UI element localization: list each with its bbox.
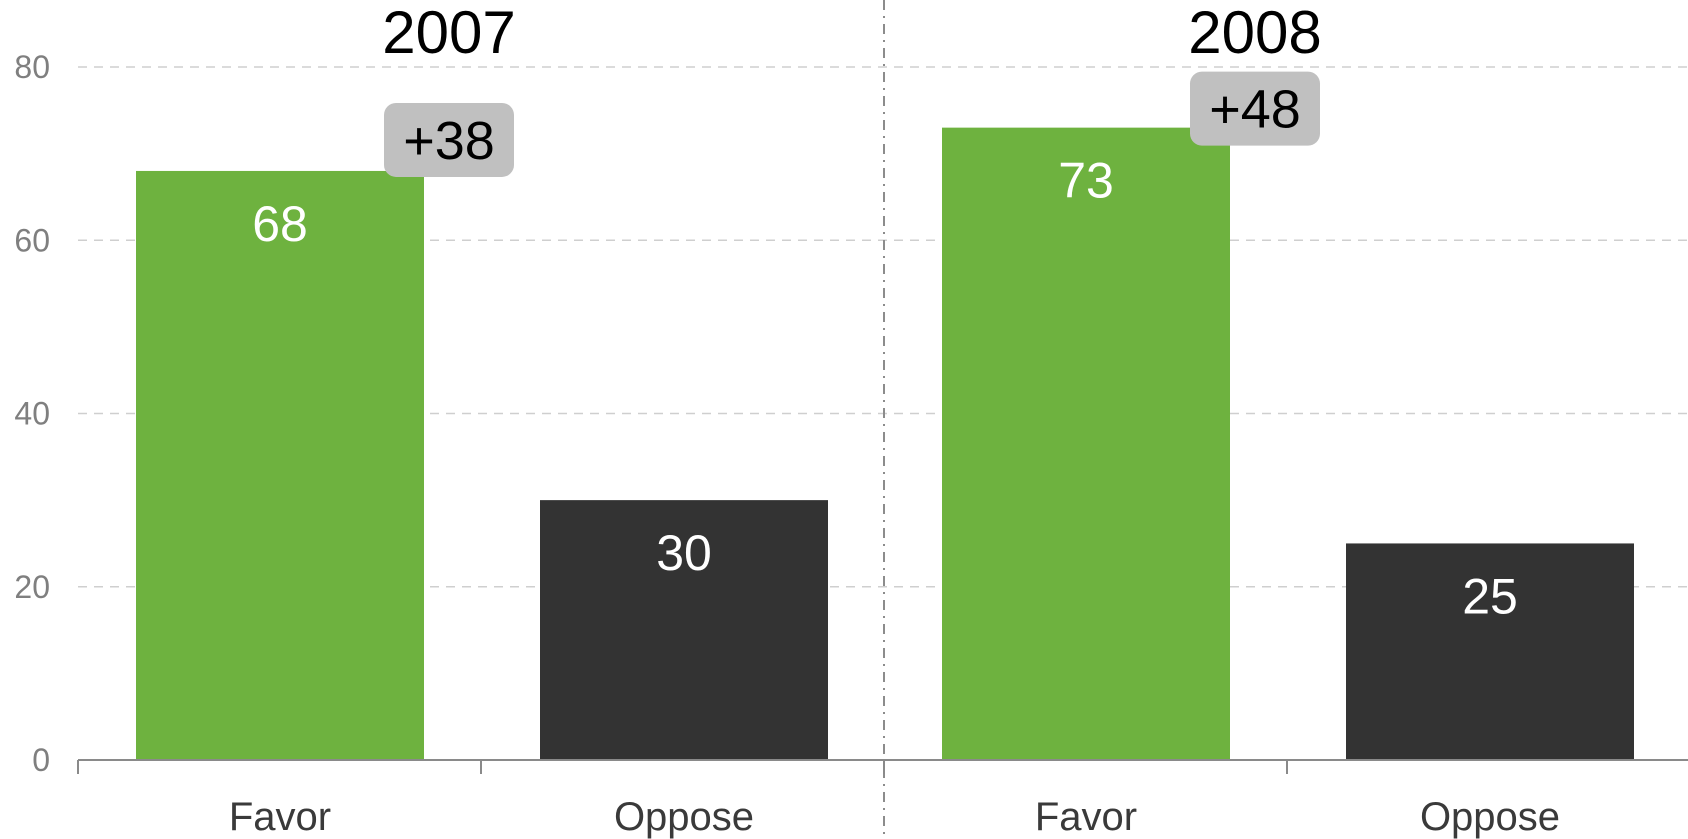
category-label: Oppose	[1420, 795, 1560, 839]
bar-value-label: 73	[1058, 153, 1114, 209]
y-tick-label: 80	[14, 49, 50, 85]
axis-layer: 0 20 40 60 80 Favor Oppose Favor Oppose	[14, 49, 1688, 839]
category-label: Favor	[1035, 795, 1137, 839]
bar-favor	[136, 170, 424, 760]
label-layer: 68 30 2007 +38 73 25 2008 +48	[252, 0, 1518, 624]
panel-title: 2008	[1188, 0, 1321, 66]
y-tick-label: 0	[32, 742, 50, 778]
bar-value-label: 30	[656, 525, 712, 581]
bar-value-label: 25	[1462, 568, 1518, 624]
difference-badge-label: +38	[403, 111, 495, 171]
y-tick-label: 60	[14, 222, 50, 258]
grid-layer	[78, 0, 1688, 839]
bar-value-label: 68	[252, 196, 308, 252]
bar-oppose	[540, 500, 828, 760]
category-label: Favor	[229, 795, 331, 839]
category-label: Oppose	[614, 795, 754, 839]
bar-favor	[942, 127, 1230, 760]
panel-title: 2007	[382, 0, 515, 66]
y-tick-label: 40	[14, 396, 50, 432]
difference-badge	[1190, 71, 1320, 146]
bar-layer	[136, 127, 1634, 760]
bar-oppose	[1346, 543, 1634, 760]
difference-badge	[384, 102, 514, 177]
y-tick-label: 20	[14, 569, 50, 605]
difference-badge-label: +48	[1209, 80, 1301, 140]
